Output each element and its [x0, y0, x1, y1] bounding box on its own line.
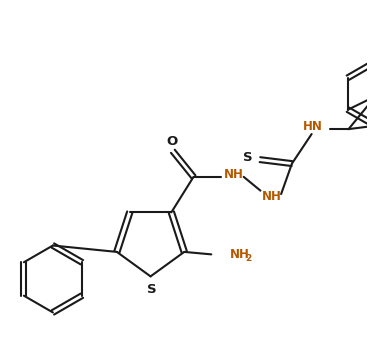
Text: O: O: [166, 135, 178, 148]
Text: S: S: [147, 283, 157, 296]
Text: NH: NH: [262, 190, 282, 202]
Text: HN: HN: [303, 120, 323, 133]
Text: 2: 2: [245, 254, 251, 263]
Text: NH: NH: [229, 248, 249, 261]
Text: S: S: [243, 151, 252, 164]
Text: NH: NH: [224, 168, 244, 181]
